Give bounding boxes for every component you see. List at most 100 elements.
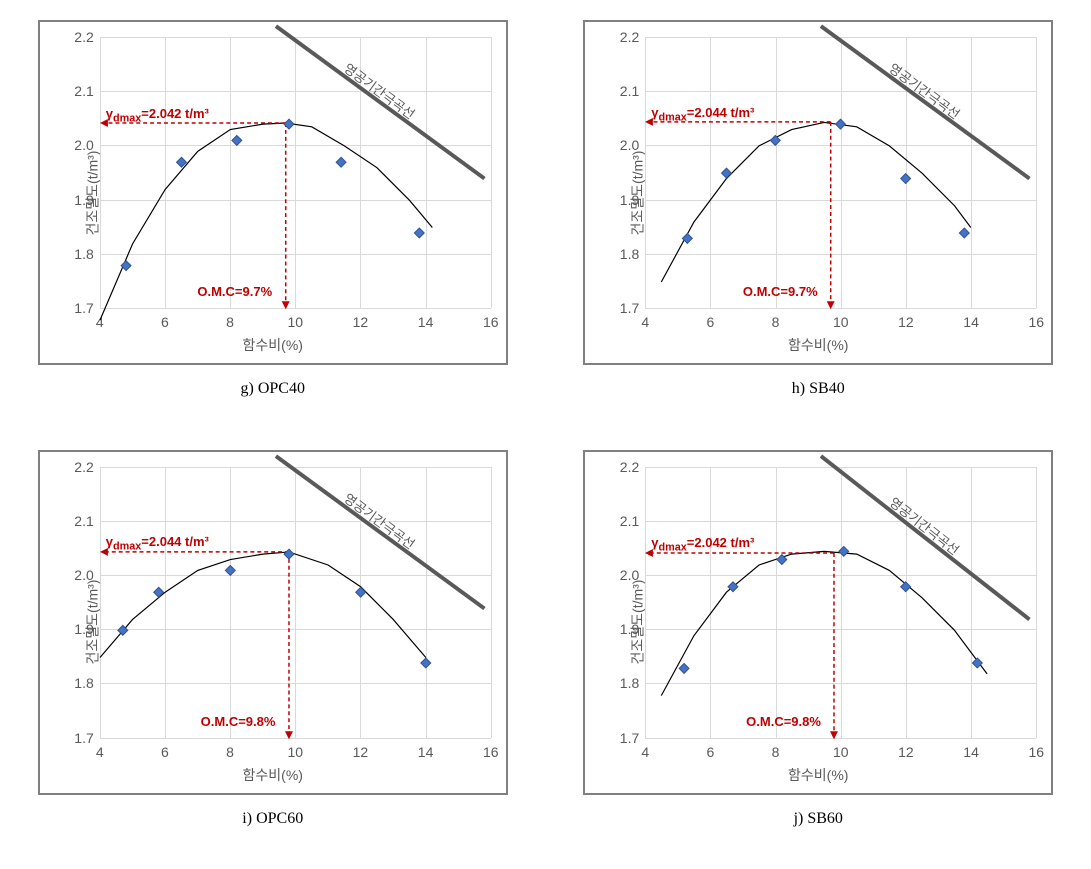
chart-g: 건조밀도(t/m³)함수비(%)1.71.81.92.02.12.2468101… — [38, 20, 508, 365]
x-tick-label: 12 — [898, 744, 914, 760]
y-tick-label: 2.0 — [620, 567, 639, 583]
gridline-v — [1036, 37, 1037, 308]
x-tick-label: 14 — [418, 314, 434, 330]
x-tick-label: 6 — [161, 744, 169, 760]
x-tick-label: 16 — [1028, 744, 1044, 760]
gamma-max-label: γdmax=2.042 t/m³ — [106, 106, 209, 125]
plot-area: 1.71.81.92.02.12.246810121416γdmax=2.044… — [100, 467, 491, 738]
y-tick-label: 1.7 — [74, 300, 93, 316]
y-tick-label: 2.1 — [620, 513, 639, 529]
x-tick-label: 16 — [483, 744, 499, 760]
data-point — [336, 157, 346, 167]
data-point — [232, 135, 242, 145]
y-tick-label: 1.7 — [620, 730, 639, 746]
x-tick-label: 16 — [483, 314, 499, 330]
x-tick-label: 4 — [96, 314, 104, 330]
x-tick-label: 12 — [898, 314, 914, 330]
gridline-v — [491, 467, 492, 738]
x-tick-label: 6 — [707, 744, 715, 760]
data-point — [973, 658, 983, 668]
data-point — [284, 119, 294, 129]
gamma-max-label: γdmax=2.044 t/m³ — [651, 105, 754, 124]
data-point — [683, 233, 693, 243]
chart-svg — [100, 467, 491, 739]
x-tick-label: 10 — [833, 744, 849, 760]
x-axis-label: 함수비(%) — [788, 335, 848, 355]
x-axis-label: 함수비(%) — [243, 765, 303, 785]
chart-caption: g) OPC40 — [241, 380, 305, 398]
x-axis-label: 함수비(%) — [788, 765, 848, 785]
data-point — [960, 228, 970, 238]
data-point — [839, 546, 849, 556]
y-tick-label: 2.2 — [74, 459, 93, 475]
data-point — [836, 119, 846, 129]
chart-container-h: 건조밀도(t/m³)함수비(%)1.71.81.92.02.12.2468101… — [566, 20, 1072, 420]
fit-curve — [662, 122, 972, 282]
y-tick-label: 1.9 — [620, 192, 639, 208]
data-point — [901, 174, 911, 184]
y-tick-label: 1.7 — [74, 730, 93, 746]
x-tick-label: 8 — [226, 314, 234, 330]
chart-container-j: 건조밀도(t/m³)함수비(%)1.71.81.92.02.12.2468101… — [566, 450, 1072, 850]
data-point — [121, 261, 131, 271]
data-point — [225, 565, 235, 575]
y-tick-label: 2.1 — [620, 83, 639, 99]
arrow-head-icon — [830, 731, 838, 739]
x-tick-label: 14 — [963, 314, 979, 330]
data-point — [355, 587, 365, 597]
x-axis-label: 함수비(%) — [243, 335, 303, 355]
data-point — [284, 549, 294, 559]
chart-j: 건조밀도(t/m³)함수비(%)1.71.81.92.02.12.2468101… — [583, 450, 1053, 795]
omc-label: O.M.C=9.8% — [201, 714, 276, 729]
arrow-head-icon — [282, 301, 290, 309]
data-point — [153, 587, 163, 597]
arrow-head-icon — [827, 301, 835, 309]
chart-container-i: 건조밀도(t/m³)함수비(%)1.71.81.92.02.12.2468101… — [20, 450, 526, 850]
y-tick-label: 2.2 — [74, 29, 93, 45]
fit-curve — [100, 551, 426, 657]
chart-i: 건조밀도(t/m³)함수비(%)1.71.81.92.02.12.2468101… — [38, 450, 508, 795]
gamma-max-label: γdmax=2.044 t/m³ — [106, 534, 209, 553]
omc-label: O.M.C=9.8% — [746, 714, 821, 729]
arrow-head-icon — [285, 731, 293, 739]
y-tick-label: 2.0 — [620, 137, 639, 153]
y-tick-label: 2.1 — [74, 83, 93, 99]
x-tick-label: 14 — [963, 744, 979, 760]
x-tick-label: 4 — [641, 314, 649, 330]
chart-caption: i) OPC60 — [242, 810, 303, 828]
y-tick-label: 1.9 — [620, 621, 639, 637]
chart-container-g: 건조밀도(t/m³)함수비(%)1.71.81.92.02.12.2468101… — [20, 20, 526, 420]
y-tick-label: 1.8 — [74, 675, 93, 691]
fit-curve — [662, 551, 988, 695]
y-tick-label: 1.9 — [74, 621, 93, 637]
omc-label: O.M.C=9.7% — [743, 284, 818, 299]
data-point — [679, 663, 689, 673]
y-tick-label: 1.9 — [74, 192, 93, 208]
data-point — [901, 581, 911, 591]
x-tick-label: 12 — [353, 314, 369, 330]
chart-svg — [100, 37, 491, 309]
y-tick-label: 1.7 — [620, 300, 639, 316]
y-tick-label: 2.2 — [620, 29, 639, 45]
x-tick-label: 4 — [641, 744, 649, 760]
x-tick-label: 4 — [96, 744, 104, 760]
data-point — [771, 135, 781, 145]
y-tick-label: 2.0 — [74, 567, 93, 583]
plot-area: 1.71.81.92.02.12.246810121416γdmax=2.042… — [645, 467, 1036, 738]
chart-svg — [645, 467, 1036, 739]
y-tick-label: 2.0 — [74, 137, 93, 153]
omc-label: O.M.C=9.7% — [197, 284, 272, 299]
x-tick-label: 8 — [772, 314, 780, 330]
y-tick-label: 1.8 — [74, 246, 93, 262]
data-point — [722, 168, 732, 178]
gridline-v — [491, 37, 492, 308]
gridline-v — [1036, 467, 1037, 738]
chart-caption: j) SB60 — [794, 810, 843, 828]
plot-area: 1.71.81.92.02.12.246810121416γdmax=2.044… — [645, 37, 1036, 308]
y-tick-label: 2.1 — [74, 513, 93, 529]
x-tick-label: 12 — [353, 744, 369, 760]
x-tick-label: 6 — [707, 314, 715, 330]
x-tick-label: 10 — [833, 314, 849, 330]
chart-caption: h) SB40 — [792, 380, 845, 398]
y-tick-label: 2.2 — [620, 459, 639, 475]
